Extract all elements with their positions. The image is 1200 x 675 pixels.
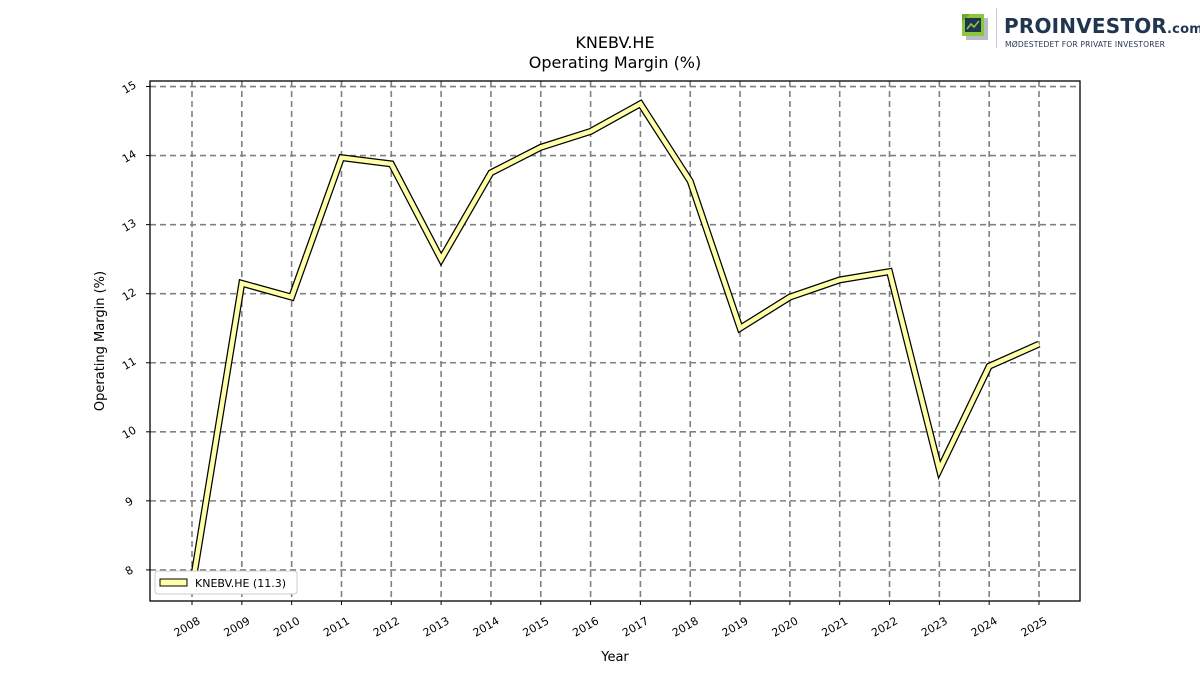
x-tick-label: 2013 <box>421 614 452 639</box>
x-tick-label: 2025 <box>1019 614 1050 639</box>
y-tick-label: 8 <box>123 564 136 579</box>
x-tick-label: 2019 <box>720 614 751 639</box>
x-tick-label: 2022 <box>869 614 900 639</box>
x-tick-label: 2018 <box>670 614 701 639</box>
x-tick-label: 2009 <box>222 614 253 639</box>
x-tick-label: 2008 <box>172 614 203 639</box>
chart-subtitle: Operating Margin (%) <box>529 53 702 72</box>
logo-separator <box>996 8 997 48</box>
proinvestor-logo: PROINVESTOR.com MØDESTEDET FOR PRIVATE I… <box>958 8 1200 52</box>
y-tick-label: 10 <box>120 424 139 442</box>
y-tick-label: 15 <box>120 78 139 96</box>
x-tick-label: 2023 <box>919 614 950 639</box>
legend: KNEBV.HE (11.3) <box>154 570 298 595</box>
y-tick-label: 9 <box>123 494 136 509</box>
y-axis-ticks: 8 9 10 11 12 13 14 15 <box>120 78 150 578</box>
y-tick-label: 14 <box>120 147 139 165</box>
legend-label: KNEBV.HE (11.3) <box>195 577 286 590</box>
series-line <box>189 100 1040 588</box>
x-tick-label: 2011 <box>321 614 352 639</box>
x-tick-label: 2015 <box>521 614 552 639</box>
legend-box <box>154 570 298 595</box>
x-tick-label: 2021 <box>819 614 850 639</box>
y-axis-label: Operating Margin (%) <box>93 271 108 411</box>
x-tick-label: 2014 <box>471 614 502 639</box>
logo-tagline: MØDESTEDET FOR PRIVATE INVESTORER <box>1005 40 1166 49</box>
y-tick-label: 11 <box>120 355 139 373</box>
x-axis-ticks: 2008 2009 2010 2011 2012 2013 2014 2015 2016 2017… <box>172 601 1050 640</box>
x-tick-label: 2010 <box>271 614 302 639</box>
chart-title: KNEBV.HE <box>575 33 654 52</box>
y-tick-label: 13 <box>120 216 139 234</box>
x-tick-label: 2012 <box>371 614 402 639</box>
x-tick-label: 2020 <box>770 614 801 639</box>
plot-frame <box>149 80 1081 602</box>
legend-swatch <box>159 578 188 587</box>
y-tick-label: 12 <box>120 286 139 304</box>
logo-wordmark: PROINVESTOR.com <box>1004 14 1200 38</box>
x-tick-label: 2017 <box>620 614 651 639</box>
x-tick-label: 2016 <box>570 614 601 639</box>
grid-lines <box>150 81 1080 601</box>
proinvestor-logo-icon <box>962 14 988 40</box>
series-layer <box>188 99 1041 588</box>
series-line-outline <box>188 99 1041 588</box>
x-axis-label: Year <box>600 650 629 665</box>
x-tick-label: 2024 <box>969 614 1000 639</box>
